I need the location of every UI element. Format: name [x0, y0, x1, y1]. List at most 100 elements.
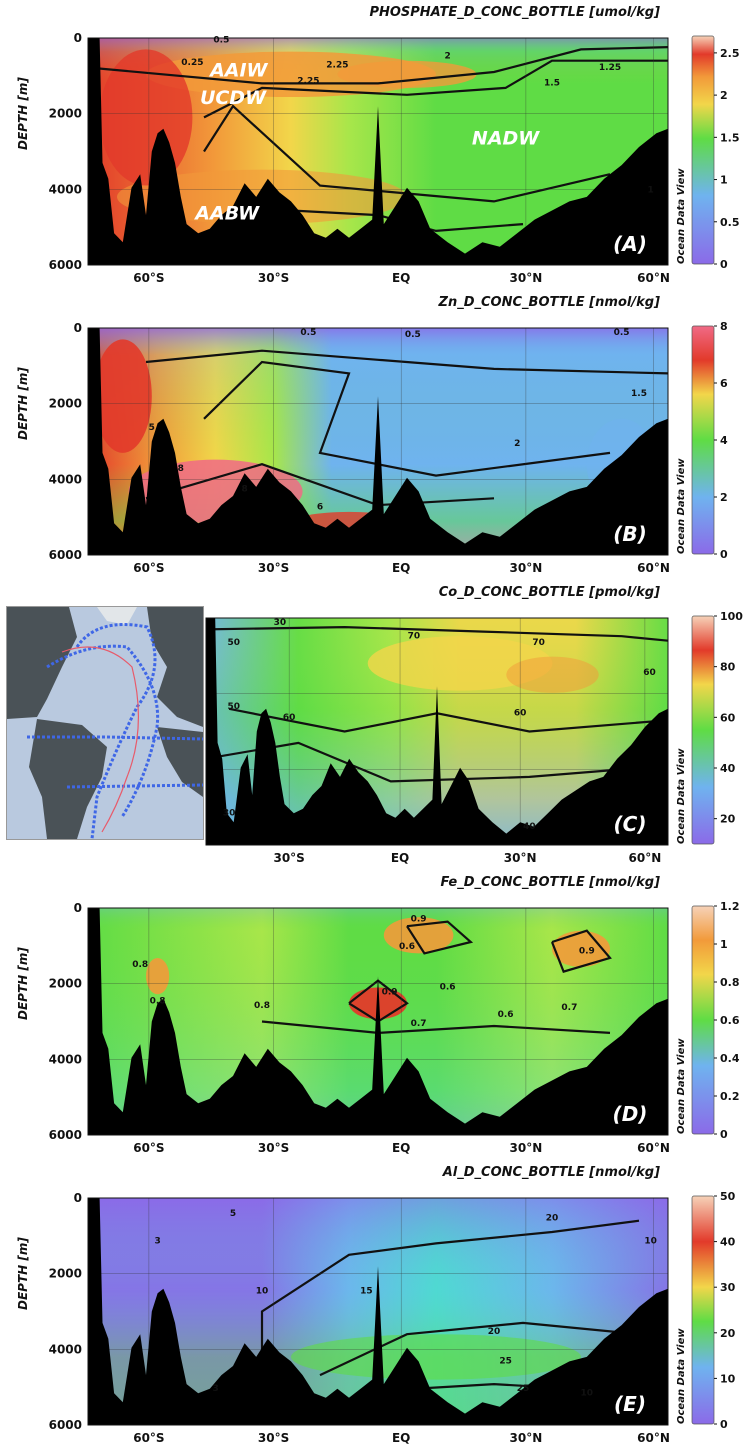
y-tick-label: 4000 [49, 182, 82, 196]
y-tick-label: 0 [74, 901, 82, 915]
y-tick-label: 4000 [49, 1342, 82, 1356]
contour-label: 60 [514, 709, 527, 719]
x-tick-label: 60°N [637, 561, 670, 575]
contour-label: 8 [241, 484, 247, 494]
x-tick-label: 30°S [273, 851, 304, 865]
contour-line [205, 625, 669, 642]
contour-label: 6 [317, 503, 323, 513]
seafloor-topography [88, 1198, 668, 1425]
colorbar-tick-label: 2.5 [720, 47, 740, 60]
x-tick-label: 30°N [510, 271, 543, 285]
contour-label: 0.25 [181, 58, 203, 68]
contour-label: 1.5 [631, 389, 647, 399]
colorbar-tick-label: 40 [720, 762, 736, 775]
contour-label: 30 [223, 808, 236, 818]
x-tick-label: EQ [392, 271, 410, 285]
contour-label: 70 [532, 638, 545, 648]
contour-line [550, 929, 612, 973]
y-tick-label: 4000 [49, 472, 82, 486]
x-tick-label: 30°N [510, 1431, 543, 1445]
colorbar-tick-label: 30 [720, 1281, 736, 1294]
contour-line [87, 46, 669, 85]
x-tick-label: 30°S [258, 561, 289, 575]
colorbar-tick-label: 10 [720, 1372, 736, 1385]
colorbar [691, 35, 715, 265]
x-tick-label: 60°S [133, 271, 164, 285]
colorbar-tick-label: 0 [720, 548, 728, 561]
water-mass-label: AABW [193, 203, 260, 225]
y-tick-label: 2000 [49, 977, 82, 991]
contour-label: 0.5 [300, 328, 316, 338]
section-plot: 0.25 0.5 2.25 2 1.5 1.25 2.25 1 AAIW UCDW NADW AABW… [49, 31, 740, 285]
panel-letter-label: (B) [613, 522, 647, 546]
contour-line [145, 463, 495, 507]
concentration-feature [93, 339, 152, 453]
contour-line [319, 1321, 640, 1377]
colorbar-tick-label: 0.8 [720, 976, 740, 989]
contour-label: 20 [546, 1214, 559, 1224]
contour-label: 0.8 [150, 996, 166, 1006]
contour-label: 0.9 [411, 915, 427, 925]
x-tick-label: 30°S [258, 1431, 289, 1445]
contour-line [348, 979, 409, 1023]
panel-a: PHOSPHATE_D_CONC_BOTTLE [umol/kg] DEPTH … [0, 0, 750, 290]
contour-line [406, 920, 474, 955]
colorbar-tick-label: 0 [720, 1418, 728, 1431]
contour-label: 0.9 [382, 987, 398, 997]
concentration-feature [291, 1334, 581, 1380]
contour-line [203, 360, 611, 477]
colorbar-tick-label: 0 [720, 258, 728, 271]
contour-label: 8 [178, 464, 184, 474]
x-tick-label: 30°N [504, 851, 537, 865]
concentration-feature [367, 636, 553, 691]
colorbar-tick-label: 0.6 [720, 1014, 740, 1027]
concentration-feature [146, 957, 170, 995]
contour-label: 2.25 [297, 76, 319, 86]
contour-label: 1.25 [599, 63, 621, 73]
plot-frame [87, 37, 669, 266]
y-tick-label: 2000 [49, 107, 82, 121]
panel-title: Al_D_CONC_BOTTLE [nmol/kg] [442, 1165, 660, 1180]
y-tick-label: 2000 [49, 1267, 82, 1281]
concentration-feature [146, 51, 436, 98]
contour-label: 30 [274, 618, 287, 628]
panel-title: PHOSPHATE_D_CONC_BOTTLE [umol/kg] [369, 5, 660, 20]
contour-label: 0.5 [614, 328, 630, 338]
ocean-data-view-label: Ocean Data View [676, 1038, 687, 1134]
x-tick-label: 30°S [258, 271, 289, 285]
contour-label: 50 [227, 638, 240, 648]
contour-line [203, 104, 611, 203]
contour-label: 50 [227, 702, 240, 712]
panel-b: Zn_D_CONC_BOTTLE [nmol/kg] DEPTH [m] 0.5… [0, 290, 750, 580]
colorbar-tick-label: 4 [720, 434, 728, 447]
ocean-data-view-label: Ocean Data View [676, 168, 687, 264]
y-tick-label: 6000 [49, 258, 82, 272]
colorbar-tick-label: 1.2 [720, 900, 740, 913]
contour-line [260, 1219, 640, 1369]
colorbar-tick-label: 40 [720, 1236, 736, 1249]
contour-label: 20 [488, 1327, 501, 1337]
contour-line [145, 349, 669, 375]
colorbar-tick-label: 20 [720, 813, 736, 826]
colorbar-tick-label: 0.5 [720, 216, 740, 229]
inset-map [6, 606, 204, 840]
contour-label: 1.5 [544, 79, 560, 89]
x-tick-label: 30°N [510, 561, 543, 575]
plot-frame [205, 617, 669, 846]
contour-label: 10 [644, 1236, 657, 1246]
y-tick-label: 6000 [49, 548, 82, 562]
colorbar-tick-label: 1 [720, 938, 728, 951]
x-tick-label: 60°N [637, 1141, 670, 1155]
colorbar [691, 1195, 715, 1425]
contour-label: 3 [212, 1384, 218, 1394]
panel-letter-label: (E) [614, 1392, 646, 1416]
panel-letter-label: (D) [613, 1102, 648, 1126]
contour-label: 0.6 [440, 983, 456, 993]
x-tick-label: 30°N [510, 1141, 543, 1155]
contour-label: 0.8 [254, 1001, 270, 1011]
colorbar-tick-label: 100 [720, 610, 743, 623]
x-tick-label: 60°N [637, 1431, 670, 1445]
contour-label: 60 [283, 713, 296, 723]
contour-line [203, 59, 668, 119]
colorbar-tick-label: 80 [720, 661, 736, 674]
